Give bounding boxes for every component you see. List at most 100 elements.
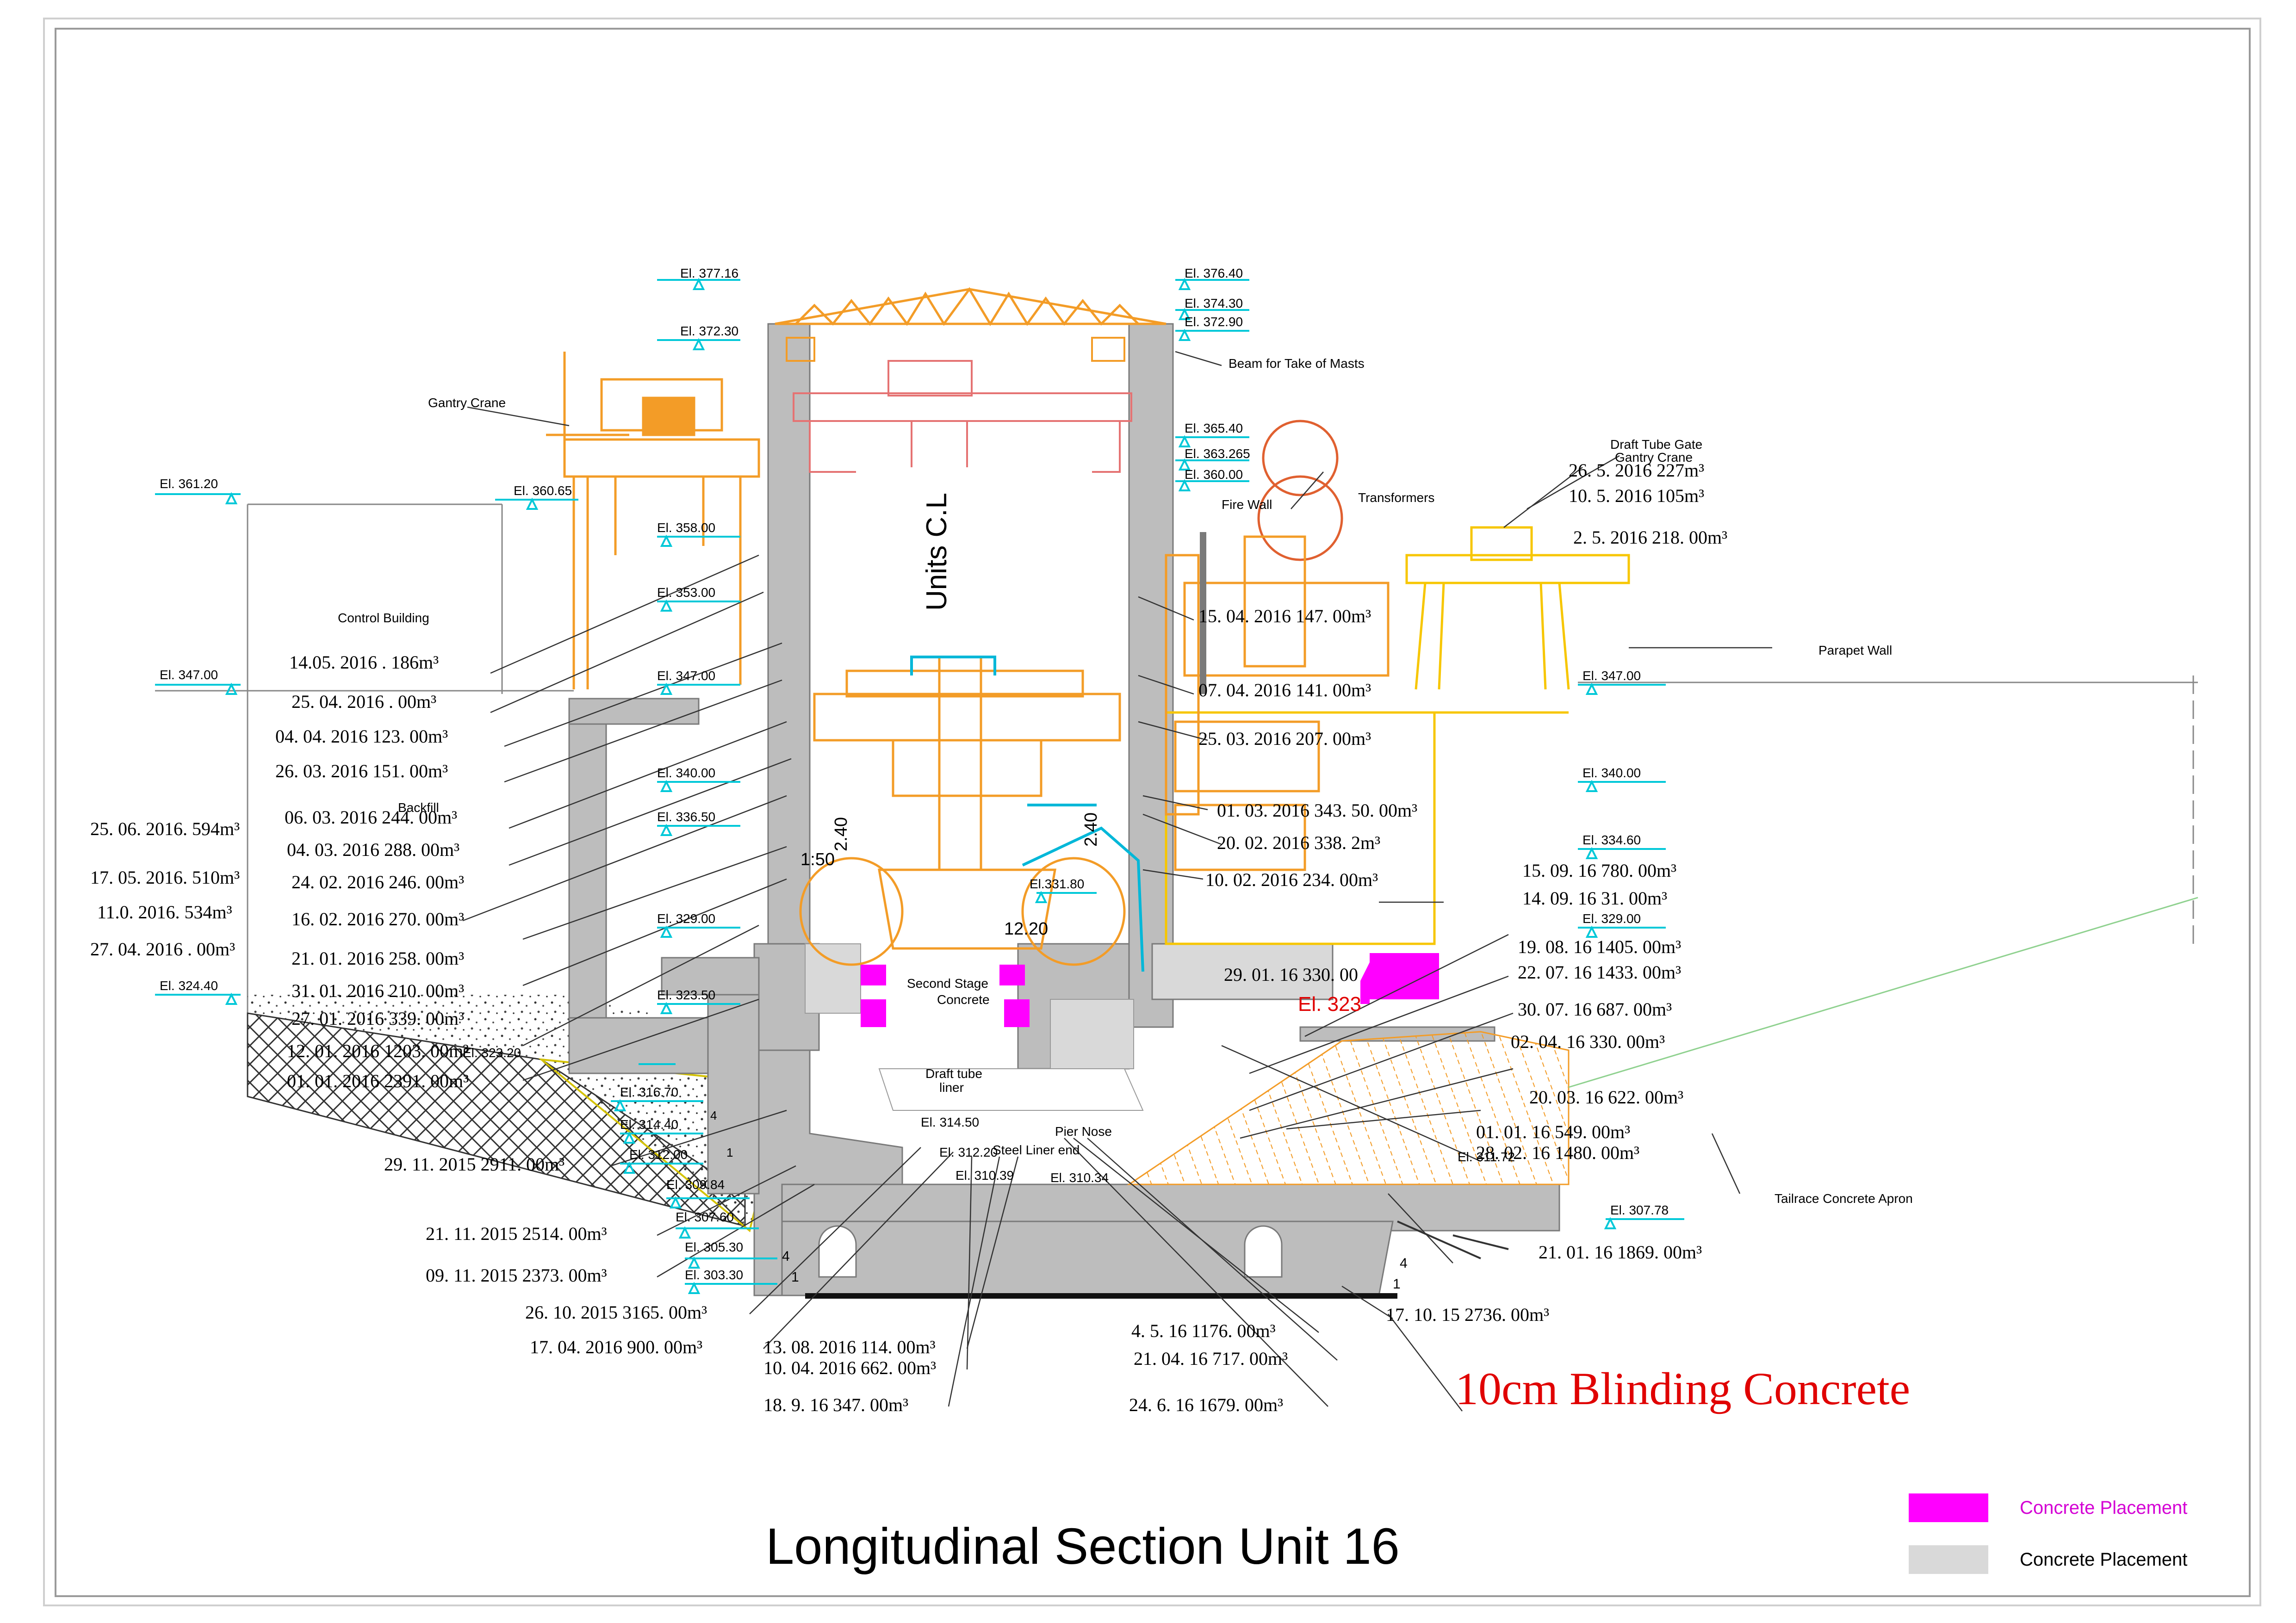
left-gantry-crane	[546, 352, 760, 689]
elevation-label: El. 307.78	[1610, 1203, 1669, 1217]
pour-annotation: 14.05. 2016 . 186m³	[289, 652, 439, 673]
dimension-label: 2.40	[832, 817, 851, 851]
legend-swatch-gray	[1909, 1545, 1988, 1574]
units-center-line-label: Units C.L	[921, 493, 953, 611]
pour-annotation: 27. 01. 2016 339. 00m³	[292, 1008, 464, 1029]
elevation-label: El. 340.00	[1582, 766, 1641, 780]
pour-annotation: 10. 02. 2016 234. 00m³	[1205, 869, 1378, 890]
dimension-label: 1:50	[800, 850, 835, 869]
pour-annotation: 21. 01. 2016 258. 00m³	[292, 948, 464, 969]
elevation-label: El. 353.00	[657, 585, 715, 600]
elevation-label: El. 336.50	[657, 810, 715, 824]
tailrace-slope	[1568, 897, 2198, 1088]
legend: Concrete Placement Concrete Placement	[1909, 1493, 2187, 1574]
elevation-label: El. 361.20	[160, 477, 218, 491]
label-control-building: Control Building	[338, 611, 429, 625]
pour-annotation: 25. 04. 2016 . 00m³	[292, 691, 436, 712]
label-steel-liner-end: Steel Liner end	[993, 1143, 1080, 1157]
pour-annotation: 11.0. 2016. 534m³	[97, 902, 232, 923]
pour-annotation: 26. 10. 2015 3165. 00m³	[525, 1302, 707, 1323]
slope-label: 4	[1400, 1256, 1408, 1271]
elevation-label: El. 363.265	[1185, 446, 1250, 461]
ground-lines	[155, 503, 2198, 1096]
elevation-label: El. 372.30	[680, 324, 738, 338]
elevation-label: El.331.80	[1030, 877, 1084, 891]
pour-annotation: 4. 5. 16 1176. 00m³	[1131, 1320, 1276, 1341]
pour-annotation: 20. 03. 16 622. 00m³	[1529, 1087, 1683, 1108]
pour-annotation: 01. 01. 16 549. 00m³	[1476, 1121, 1630, 1142]
pour-annotation: 02. 04. 16 330. 00m³	[1511, 1031, 1665, 1052]
label-tailrace-apron: Tailrace Concrete Apron	[1775, 1191, 1913, 1206]
pour-annotation: 29. 01. 16 330. 00	[1224, 964, 1358, 985]
label-parapet-wall: Parapet Wall	[1818, 643, 1892, 657]
pour-annotation: 25. 03. 2016 207. 00m³	[1198, 728, 1371, 749]
slope-label: 1	[1393, 1276, 1401, 1292]
elevation-label: El. 310.34	[1050, 1171, 1109, 1185]
pour-annotation: 16. 02. 2016 270. 00m³	[292, 909, 464, 929]
blinding-concrete-note: 10cm Blinding Concrete	[1455, 1363, 1910, 1414]
draft-tube-gate-crane	[1165, 526, 1630, 945]
elevation-markers	[155, 278, 1684, 1294]
elevation-label: El. 309.84	[666, 1177, 725, 1192]
pour-annotation: 01. 01. 2016 2391. 00m³	[287, 1071, 469, 1091]
elevation-label: El. 314.50	[921, 1115, 979, 1129]
pour-annotation: 24. 6. 16 1679. 00m³	[1129, 1394, 1283, 1415]
second-stage-light	[805, 943, 1144, 1111]
roof-truss	[775, 287, 1167, 326]
label-pier-nose: Pier Nose	[1055, 1124, 1112, 1139]
pour-annotation: 22. 07. 16 1433. 00m³	[1518, 962, 1681, 983]
leader-lines	[462, 351, 1772, 1412]
elevation-label: El. 311.72	[1458, 1150, 1515, 1164]
tailrace-hatch	[1127, 1031, 1570, 1185]
elevation-label: El. 303.30	[685, 1268, 743, 1282]
elevation-label: El. 307.60	[676, 1210, 734, 1224]
pour-annotation: 13. 08. 2016 114. 00m³	[763, 1337, 936, 1357]
pour-annotation: 29. 11. 2015 2911. 00m³	[384, 1154, 565, 1175]
elevation-label: El. 316.70	[620, 1085, 678, 1099]
second-stage-magenta	[861, 953, 1439, 1027]
elevation-label: El. 312.00	[629, 1147, 688, 1162]
pour-annotation: 17. 05. 2016. 510m³	[90, 867, 240, 888]
pour-annotation: 15. 09. 16 780. 00m³	[1522, 860, 1676, 881]
elevation-label: El. 347.00	[160, 668, 218, 682]
dimension-label: 12.20	[1004, 919, 1048, 939]
draft-tube-arches	[818, 1225, 1283, 1278]
crane-rail-box-left	[786, 337, 815, 362]
pour-annotation: 09. 11. 2015 2373. 00m³	[426, 1265, 607, 1286]
pour-annotation: 14. 09. 16 31. 00m³	[1522, 888, 1667, 909]
slope-label: 1	[791, 1270, 799, 1285]
elevation-label: El. 329.00	[1582, 911, 1641, 926]
pour-annotation: 19. 08. 16 1405. 00m³	[1518, 936, 1681, 957]
drawing-text: El. 377.16 El. 376.40 El. 374.30 El. 372…	[90, 266, 1913, 1575]
label-fire-wall: Fire Wall	[1222, 497, 1272, 512]
label-second-stage-concrete: Concrete	[937, 992, 990, 1007]
generator-turbine	[799, 656, 1126, 966]
elevation-label: El. 312.20	[939, 1145, 998, 1159]
label-beam-masts: Beam for Take of Masts	[1229, 356, 1365, 371]
pour-annotation: 10. 5. 2016 105m³	[1569, 485, 1704, 506]
elevation-label: El. 329.00	[657, 911, 715, 926]
pour-annotation: 26. 5. 2016 227m³	[1569, 460, 1704, 481]
slope-label: 4	[710, 1109, 717, 1122]
tailrace-rock	[1397, 1220, 1509, 1259]
concrete-structure	[568, 323, 1560, 1296]
slope-label: 1	[726, 1146, 733, 1159]
pour-annotation: 06. 03. 2016 244. 00m³	[285, 807, 457, 828]
elevation-label: El. 323.50	[657, 988, 715, 1002]
pour-annotation: 04. 04. 2016 123. 00m³	[275, 726, 448, 747]
pour-annotation: 30. 07. 16 687. 00m³	[1518, 999, 1672, 1020]
elevation-label: El. 310.39	[956, 1168, 1014, 1183]
pour-annotation: 21. 01. 16 1869. 00m³	[1539, 1242, 1702, 1263]
pour-annotation: 10. 04. 2016 662. 00m³	[763, 1357, 936, 1378]
label-dt-gate: Draft Tube Gate	[1610, 437, 1702, 452]
pour-annotation: 01. 03. 2016 343. 50. 00m³	[1217, 800, 1417, 821]
elevation-label: El. 314.40	[620, 1117, 678, 1132]
elevation-label: El. 360.00	[1185, 467, 1243, 482]
pour-annotation: 2. 5. 2016 218. 00m³	[1573, 527, 1727, 548]
pour-annotation: 15. 04. 2016 147. 00m³	[1198, 606, 1371, 626]
elevation-label: El. 305.30	[685, 1240, 743, 1254]
pour-annotation: 25. 06. 2016. 594m³	[90, 818, 240, 839]
pour-annotation: 24. 02. 2016 246. 00m³	[292, 872, 464, 892]
cyan-piping	[910, 656, 1144, 972]
elevation-label: El. 360.65	[514, 483, 572, 498]
